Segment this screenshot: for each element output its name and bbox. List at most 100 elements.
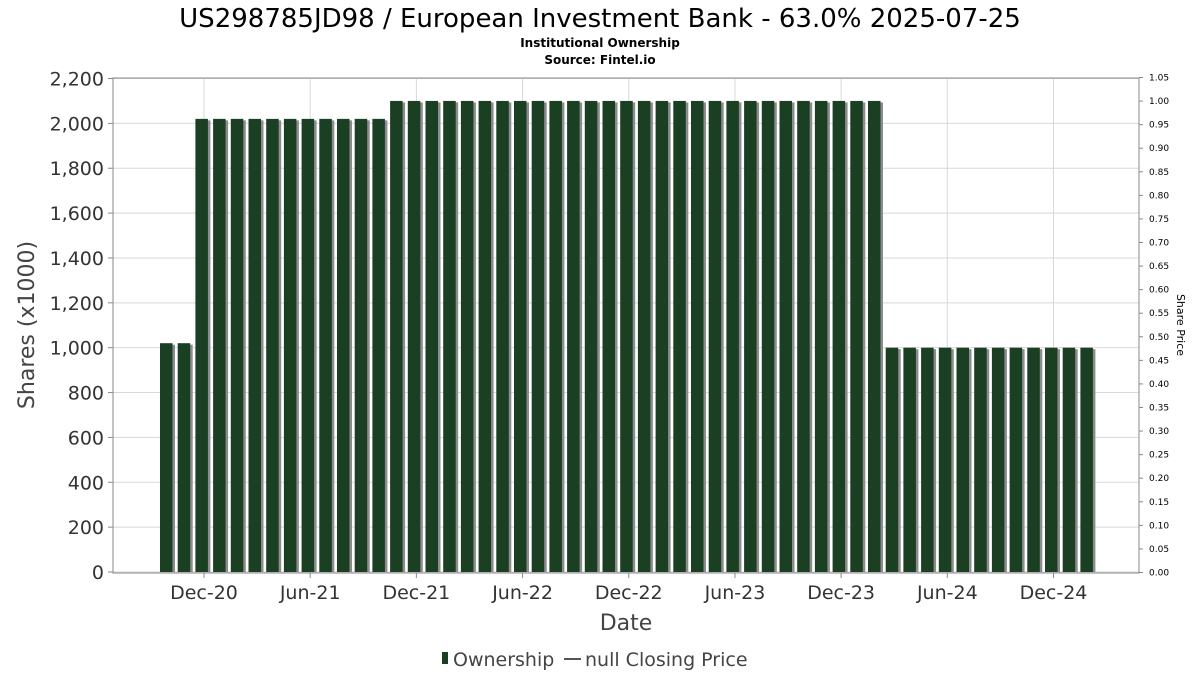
y-tick-label: 2,200	[50, 69, 104, 91]
ownership-bar	[637, 100, 651, 572]
ownership-bar	[850, 100, 863, 572]
ownership-bar	[478, 100, 492, 572]
ownership-bar	[460, 100, 474, 572]
ownership-bar	[726, 100, 739, 572]
ownership-bar	[514, 100, 527, 572]
y-right-tick-label: 0.60	[1149, 286, 1169, 296]
y-axis-left: 0 200 400 600 800 1,000 1,200 1,400 1,600 1,800 2,…	[50, 69, 113, 584]
y-axis-right-label: Share Price	[1174, 294, 1187, 356]
y-tick-label: 600	[68, 427, 104, 449]
y-tick-label: 2,000	[50, 113, 104, 135]
ownership-bar	[868, 100, 881, 572]
x-tick-label: Dec-22	[595, 582, 663, 604]
ownership-bar	[1027, 347, 1040, 572]
ownership-bar	[443, 100, 456, 572]
ownership-bar	[655, 100, 669, 572]
ownership-bar	[354, 118, 368, 573]
y-right-tick-label: 0.25	[1149, 451, 1169, 461]
ownership-bar	[266, 118, 279, 573]
ownership-bar	[779, 100, 792, 572]
ownership-bar	[549, 100, 562, 572]
y-tick-label: 400	[68, 472, 104, 494]
y-right-tick-label: 1.05	[1149, 74, 1169, 84]
x-axis-label: Date	[600, 611, 653, 636]
ownership-bar	[1045, 347, 1058, 572]
ownership-bar	[425, 100, 438, 572]
ownership-bar	[283, 118, 297, 573]
y-right-tick-label: 0.80	[1149, 191, 1169, 201]
y-axis-right: 0.00 0.05 0.10 0.15 0.20 0.25 0.30 0.35 0.40 0.45…	[1139, 74, 1169, 579]
y-axis-label: Shares (x1000)	[15, 241, 40, 409]
y-right-tick-label: 1.00	[1149, 97, 1169, 107]
ownership-bar	[496, 100, 509, 572]
ownership-bar	[956, 347, 969, 572]
y-right-tick-label: 0.00	[1149, 569, 1169, 579]
x-tick-label: Jun-24	[916, 582, 978, 604]
ownership-bar	[1009, 347, 1023, 572]
ownership-bar	[974, 347, 987, 572]
ownership-bar	[230, 118, 244, 573]
ownership-bar	[213, 118, 226, 573]
ownership-bar	[337, 118, 350, 573]
y-tick-label: 800	[68, 383, 104, 405]
x-tick-label: Dec-23	[807, 582, 875, 604]
ownership-bar	[620, 100, 633, 572]
x-tick-label: Dec-21	[382, 582, 450, 604]
y-tick-label: 1,800	[50, 158, 104, 180]
ownership-bar	[1062, 347, 1076, 572]
y-tick-label: 1,600	[50, 203, 104, 225]
ownership-bar	[708, 100, 722, 572]
ownership-bar	[832, 100, 846, 572]
y-right-tick-label: 0.55	[1149, 309, 1169, 319]
ownership-bar	[584, 100, 598, 572]
y-right-tick-label: 0.85	[1149, 168, 1169, 178]
ownership-bar	[814, 100, 828, 572]
y-right-tick-label: 0.20	[1149, 474, 1169, 484]
ownership-bar	[761, 100, 775, 572]
chart-subtitle: Institutional Ownership	[520, 36, 680, 50]
x-tick-label: Dec-20	[170, 582, 238, 604]
y-right-tick-label: 0.45	[1149, 356, 1169, 366]
ownership-bar	[744, 100, 757, 572]
y-right-tick-label: 0.30	[1149, 427, 1169, 437]
x-tick-label: Jun-23	[704, 582, 766, 604]
y-tick-label: 0	[92, 562, 104, 584]
x-tick-label: Dec-24	[1020, 582, 1088, 604]
ownership-bar	[921, 347, 934, 572]
y-right-tick-label: 0.40	[1149, 380, 1169, 390]
y-right-tick-label: 0.70	[1149, 239, 1169, 249]
plot-frame	[112, 77, 1140, 574]
ownership-bar	[797, 100, 810, 572]
legend: Ownership null Closing Price	[442, 649, 748, 671]
y-right-tick-label: 0.50	[1149, 333, 1169, 343]
ownership-bar	[407, 100, 421, 572]
ownership-bar	[903, 347, 916, 572]
bars	[160, 100, 1096, 573]
y-right-tick-label: 0.95	[1149, 121, 1169, 131]
y-right-tick-label: 0.10	[1149, 521, 1169, 531]
legend-price-label: null Closing Price	[585, 649, 748, 671]
ownership-bar	[160, 343, 173, 572]
y-tick-label: 1,000	[50, 338, 104, 360]
ownership-bar	[531, 100, 545, 572]
y-right-tick-label: 0.05	[1149, 545, 1169, 555]
ownership-bar	[567, 100, 580, 572]
ownership-bar	[938, 347, 952, 572]
chart-source: Source: Fintel.io	[544, 53, 655, 67]
y-right-tick-label: 0.75	[1149, 215, 1169, 225]
legend-ownership-label: Ownership	[453, 649, 554, 671]
y-tick-label: 200	[68, 517, 104, 539]
ownership-bar	[1080, 347, 1093, 572]
y-right-tick-label: 0.90	[1149, 144, 1169, 154]
y-tick-label: 1,400	[50, 248, 104, 270]
ownership-bar	[195, 118, 208, 573]
ownership-bar	[372, 118, 385, 573]
y-right-tick-label: 0.35	[1149, 404, 1169, 414]
ownership-bar	[602, 100, 615, 572]
ownership-bar	[319, 118, 332, 573]
y-right-tick-label: 0.15	[1149, 498, 1169, 508]
y-right-tick-label: 0.65	[1149, 262, 1169, 272]
ownership-bar	[885, 347, 899, 572]
chart-title: US298785JD98 / European Investment Bank …	[179, 4, 1021, 34]
ownership-bar	[177, 343, 191, 572]
